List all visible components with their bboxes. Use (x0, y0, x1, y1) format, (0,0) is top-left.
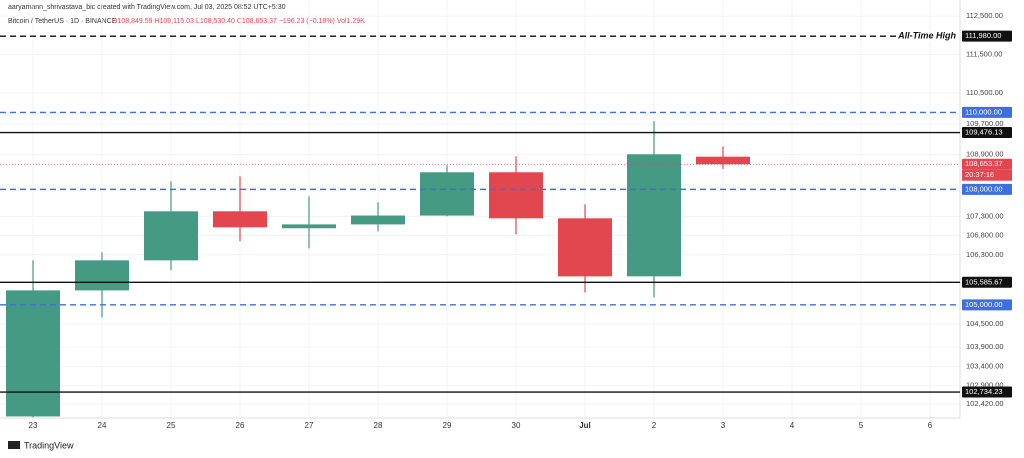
x-tick-label: 26 (236, 421, 245, 430)
y-tick-label: 109,700.00 (966, 119, 1004, 128)
x-tick-label: 23 (29, 421, 38, 430)
price-label: 109,476.13 (965, 128, 1003, 137)
price-label-box (962, 106, 1012, 118)
x-tick-label: 25 (167, 421, 176, 430)
y-tick-label: 106,300.00 (966, 250, 1004, 259)
y-tick-label: 104,500.00 (966, 319, 1004, 328)
x-tick-label: Jul (579, 421, 591, 430)
x-tick-label: 28 (374, 421, 383, 430)
chart-subtitle: Bitcoin / TetherUS · 1D · BINANCE (8, 18, 117, 25)
x-tick-label: 29 (443, 421, 452, 430)
countdown: 20:37:16 (965, 170, 994, 179)
x-tick-label: 24 (98, 421, 107, 430)
y-tick-label: 112,500.00 (966, 11, 1003, 20)
price-label: 102,734.23 (965, 387, 1003, 396)
y-tick-label: 102,420.00 (966, 399, 1004, 408)
price-label: 108,653.37 (965, 159, 1003, 168)
price-label-box (962, 299, 1012, 311)
brand-logo (8, 441, 20, 449)
y-tick-label: 110,500.00 (966, 88, 1003, 97)
price-label-box (962, 158, 1012, 170)
candle-body (75, 260, 129, 291)
price-label-box (962, 127, 1012, 139)
ohlc-legend: O108,849.59 H109,115.03 L108,530.40 C108… (112, 18, 365, 25)
candle-body (213, 211, 267, 228)
candle-body (489, 172, 543, 219)
chart-title: aaryamann_shrivastava_bic created with T… (8, 4, 286, 11)
candle-body (420, 172, 474, 216)
y-tick-label: 102,900.00 (966, 381, 1004, 390)
price-label: 108,000.00 (965, 184, 1003, 193)
price-label-box (962, 276, 1012, 288)
candle-body (6, 290, 60, 417)
x-tick-label: 4 (790, 421, 795, 430)
x-tick-label: 27 (305, 421, 314, 430)
price-label: 111,980.00 (965, 31, 1001, 40)
candle-body (351, 215, 405, 225)
y-tick-label: 103,900.00 (966, 342, 1004, 351)
x-tick-label: 6 (928, 421, 933, 430)
candle-body (282, 224, 336, 229)
price-label: 105,585.67 (965, 277, 1003, 286)
x-tick-label: 5 (859, 421, 864, 430)
countdown-box (962, 169, 1012, 181)
y-tick-label: 106,800.00 (966, 231, 1004, 240)
y-tick-label: 107,300.00 (966, 211, 1004, 220)
y-tick-label: 108,900.00 (966, 150, 1004, 159)
candle-body (696, 156, 750, 165)
price-label-box (962, 386, 1012, 398)
price-label: 110,000.00 (965, 107, 1002, 116)
x-tick-label: 30 (512, 421, 521, 430)
candle-body (144, 211, 198, 261)
annotation-bg (896, 30, 958, 43)
x-tick-label: 2 (652, 421, 657, 430)
candle-body (558, 218, 612, 277)
y-tick-label: 103,400.00 (966, 361, 1004, 370)
price-label: 105,000.00 (965, 300, 1003, 309)
level-annotation: All-Time High (897, 31, 956, 41)
brand: TradingView (24, 440, 74, 450)
price-label-box (962, 30, 1012, 42)
y-tick-label: 111,500.00 (966, 50, 1002, 59)
price-label-box (962, 183, 1012, 195)
candle-body (627, 154, 681, 277)
x-tick-label: 3 (721, 421, 726, 430)
